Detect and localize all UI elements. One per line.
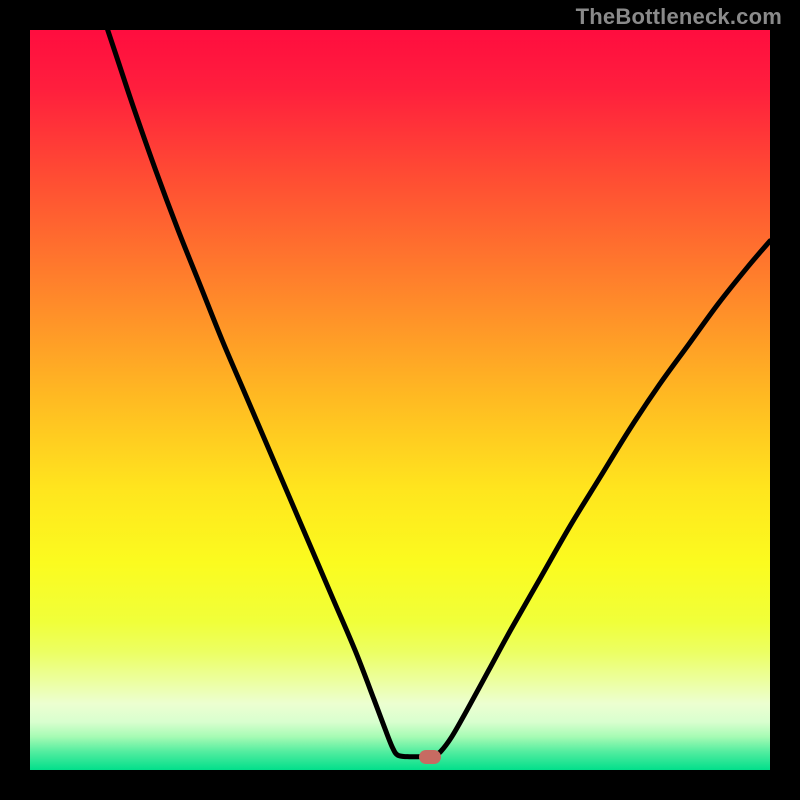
bottleneck-curve: [30, 30, 770, 770]
curve-left-limb: [108, 30, 434, 757]
curve-right-limb: [433, 241, 770, 757]
chart-frame: [30, 30, 770, 770]
minimum-marker: [419, 750, 441, 764]
watermark-text: TheBottleneck.com: [576, 4, 782, 30]
